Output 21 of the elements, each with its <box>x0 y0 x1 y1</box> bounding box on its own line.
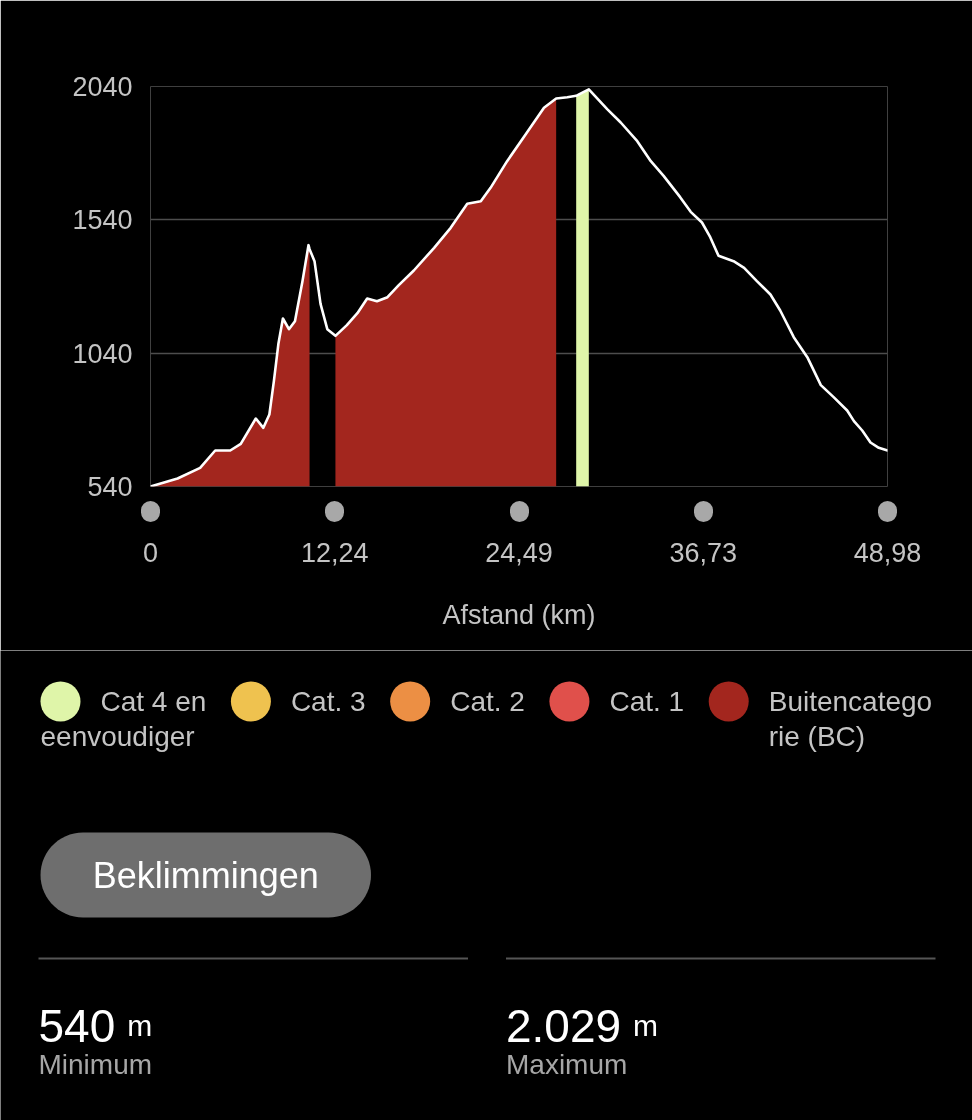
x-axis-title: Afstand (km) <box>442 599 596 630</box>
legend-label: Cat. 2 <box>450 686 525 717</box>
x-tick-label: 0 <box>142 537 159 568</box>
y-tick-label: 2040 <box>72 72 133 102</box>
y-tick-label: 540 <box>87 472 133 502</box>
text: 2.029 m <box>506 999 659 1052</box>
legend-label: Buitencategorie (BC) <box>768 686 933 752</box>
legend-label: Cat. 3 <box>290 686 366 717</box>
text: Beklimmingen <box>92 854 319 896</box>
y-tick-label: 1540 <box>72 205 133 236</box>
y-tick-label: 1040 <box>72 338 133 369</box>
x-tick-label: 24,49 <box>485 537 553 568</box>
text: Maximum <box>506 1049 628 1080</box>
x-tick-label: 48,98 <box>853 537 922 568</box>
text: Minimum <box>38 1049 153 1080</box>
x-tick-label: 12,24 <box>300 537 369 568</box>
text: 540 m <box>38 999 153 1052</box>
line-series <box>150 88 888 487</box>
legend-label: Cat 4 en eenvoudiger <box>40 686 207 752</box>
legend-label: Cat. 1 <box>609 686 685 717</box>
x-tick-label: 36,73 <box>669 537 737 568</box>
